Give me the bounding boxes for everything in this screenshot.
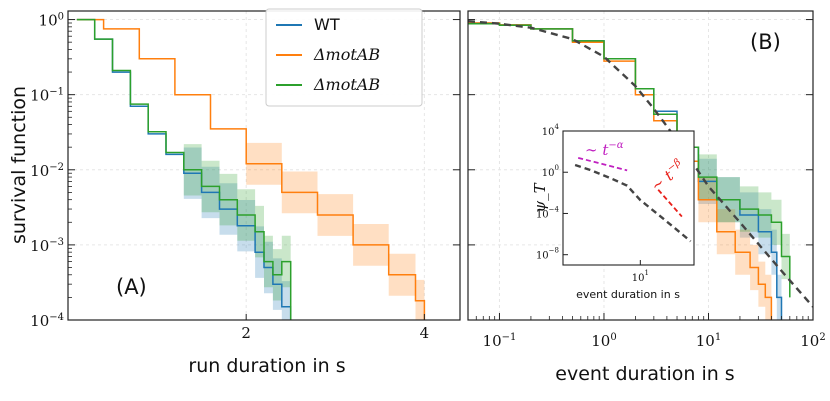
inset-y-axis-label-text: ψ_T: [531, 182, 549, 212]
panel-a-y-tick-label: 10−3: [30, 237, 64, 255]
inset-y-axis-label: ψ_T: [531, 182, 549, 212]
inset-y-tick-label-base: 10: [536, 251, 549, 262]
panel-b-x-tick-label-exp: 2: [819, 332, 825, 343]
panel-b-x-tick-label: 10−1: [483, 332, 517, 350]
panel-b-x-tick-label-base: 10: [483, 332, 502, 350]
legend-entry-2: ΔmotAB: [313, 75, 380, 94]
panel-a-band-0: [183, 147, 291, 320]
inset-y-tick-label-exp: 4: [555, 123, 560, 131]
panel-b-x-tick-label: 100: [591, 332, 616, 350]
panel-a-series-1: [76, 18, 426, 320]
panel-a-x-tick-label: 4: [420, 324, 430, 342]
inset-y-tick-label-exp: −4: [549, 205, 560, 213]
panel-a-x-tick-label: 2: [241, 324, 251, 342]
panel-a-y-tick-label-exp: −3: [49, 237, 64, 248]
panel-a-label: (A): [116, 275, 147, 299]
panel-b-x-axis-label: event duration in s: [555, 363, 734, 385]
panel-a-x-axis-label: run duration in s: [188, 355, 345, 377]
panel-a-y-tick-label: 10−4: [30, 312, 64, 330]
panel-b-band-2: [698, 154, 790, 320]
panel-b-x-tick-label-exp: 1: [715, 332, 721, 343]
panel-a-frame: [67, 10, 461, 321]
panel-a-y-tick-label-exp: −4: [49, 312, 64, 323]
inset-y-tick-label-exp: 0: [555, 164, 559, 172]
legend-box: [265, 8, 423, 107]
panel-b-frame: [467, 10, 814, 321]
panel-a-y-tick-label-base: 10: [30, 237, 49, 255]
panel-a-y-axis-label: survival function: [8, 86, 30, 244]
panel-a-y-tick-label: 100: [39, 12, 64, 30]
panel-a-y-tick-label: 10−2: [30, 162, 64, 180]
panel-a-y-tick-label: 10−1: [30, 87, 64, 105]
inset-y-tick-label: 10−8: [536, 247, 559, 262]
panel-b-x-tick-label-base: 10: [800, 332, 819, 350]
panel-a-band-2: [183, 144, 291, 320]
legend: WT ΔmotAB ΔmotAB: [265, 8, 423, 107]
inset-annotation-alpha-exp: −α: [608, 140, 623, 151]
inset-x-tick-label-base: 10: [632, 273, 645, 284]
inset-y-tick-label-base: 10: [542, 127, 555, 138]
panel-b-x-tick-label: 102: [800, 332, 825, 350]
panel-b-x-tick-label-exp: −1: [502, 332, 517, 343]
panel-b-x-tick-label-base: 10: [591, 332, 610, 350]
legend-entry-1: ΔmotAB: [313, 45, 380, 64]
inset-series: [574, 156, 692, 243]
inset-x-axis-label: event duration in s: [576, 288, 680, 301]
panel-a-y-tick-label-exp: −1: [49, 87, 64, 98]
panel-b-ticks: 10−1 100 101 102: [467, 19, 826, 350]
inset-x-tick-label-exp: 1: [644, 269, 648, 277]
panel-a-y-tick-label-base: 10: [30, 162, 49, 180]
inset-y-tick-label-base: 10: [542, 168, 555, 179]
panel-a-y-tick-label-exp: 0: [58, 12, 64, 23]
panel-a-y-tick-label-base: 10: [39, 12, 58, 30]
inset-y-tick-label-base: 10: [536, 209, 549, 220]
inset-y-tick-label: 10−4: [536, 205, 560, 220]
panel-a-y-tick-label-base: 10: [30, 87, 49, 105]
inset-x-tick-label: 101: [632, 269, 649, 284]
panel-a-confidence-bands: [183, 142, 425, 320]
inset-y-tick-label-exp: −8: [549, 247, 559, 255]
panel-b-x-tick-label-exp: 0: [610, 332, 616, 343]
inset-y-tick-label: 104: [542, 123, 560, 138]
inset-y-tick-label: 100: [542, 164, 559, 179]
panel-b-label: (B): [750, 30, 781, 54]
panel-b: 10−1 100 101 102 (B) event duration in s 10…: [467, 10, 826, 385]
inset-frame: [562, 130, 695, 266]
inset-series-0: [574, 163, 692, 243]
panel-a-series: [76, 18, 426, 320]
panel-b-x-tick-label: 101: [696, 332, 721, 350]
legend-entry-0: WT: [314, 15, 340, 34]
inset-guide-line-1: [657, 189, 683, 218]
panel-a-y-tick-label-base: 10: [30, 312, 49, 330]
inset-annotation-alpha: ∼ t−α: [585, 140, 624, 159]
inset-guide-line-0: [577, 156, 628, 172]
inset-annotation-alpha-base: ∼ t: [585, 141, 609, 159]
panel-a-series-2: [76, 18, 292, 320]
panel-b-x-tick-label-base: 10: [696, 332, 715, 350]
panel-a-y-tick-label-exp: −2: [49, 162, 64, 173]
panel-a-band-1: [246, 142, 425, 320]
inset-plot-area: [563, 131, 694, 265]
